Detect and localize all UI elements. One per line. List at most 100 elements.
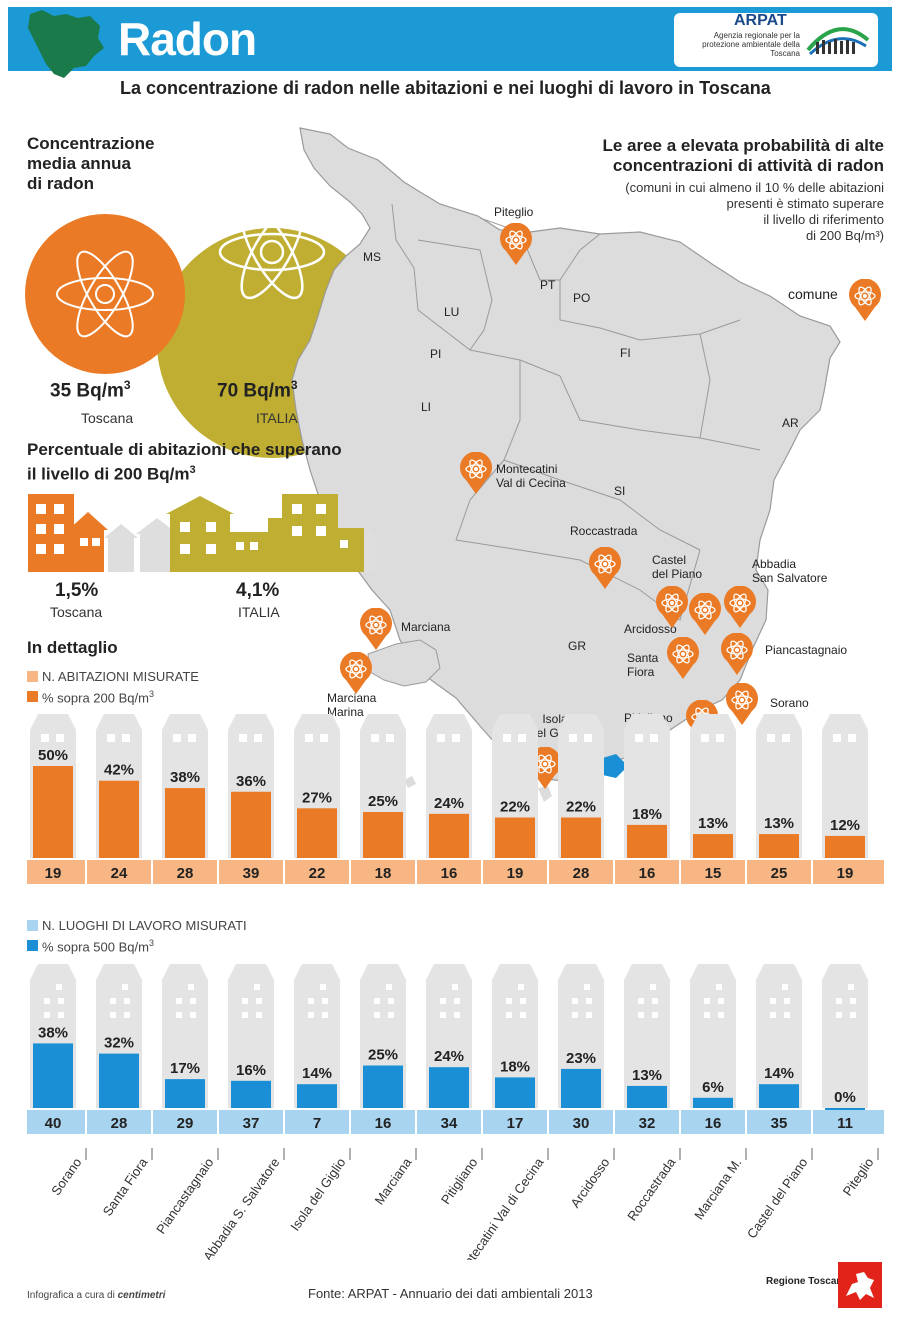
category-label: Roccastrada	[624, 1154, 679, 1223]
work-building	[294, 964, 340, 1108]
home-building	[756, 714, 802, 858]
home-bar	[825, 835, 865, 858]
home-bar	[165, 788, 205, 858]
work-count-label: 30	[573, 1115, 590, 1132]
work-count-label: 17	[507, 1115, 524, 1132]
work-window	[652, 1012, 658, 1018]
legend-homes: N. ABITAZIONI MISURATE	[42, 669, 199, 684]
home-bar	[627, 824, 667, 858]
work-window	[320, 984, 326, 990]
home-building	[690, 714, 736, 858]
home-count-label: 28	[177, 865, 194, 882]
home-count-label: 16	[639, 865, 656, 882]
home-window	[635, 734, 643, 742]
concentration-heading: Concentrazione media annua di radon	[27, 134, 155, 193]
radon-pin-icon	[726, 683, 758, 725]
map-description: (comuni in cui almeno il 10 % delle abit…	[625, 180, 884, 243]
work-window	[454, 998, 460, 1004]
work-window	[716, 984, 722, 990]
home-pct-label: 36%	[236, 773, 266, 790]
work-window	[520, 1012, 526, 1018]
work-count-label: 28	[111, 1115, 128, 1132]
radon-pin-icon	[689, 593, 721, 635]
prov-gr: GR	[568, 639, 586, 653]
home-count-label: 28	[573, 865, 590, 882]
home-count-label: 15	[705, 865, 722, 882]
home-bar	[33, 766, 73, 858]
category-label: Abbadia S. Salvatore	[200, 1155, 282, 1260]
toscana-label: Toscana	[81, 410, 134, 426]
footer-source: Fonte: ARPAT - Annuario dei dati ambient…	[308, 1286, 593, 1301]
home-bar	[363, 812, 403, 858]
category-label: Marciana	[372, 1154, 415, 1207]
work-window	[454, 1012, 460, 1018]
home-pct-label: 13%	[764, 815, 794, 832]
legend-homes-pct-swatch	[27, 691, 38, 702]
prov-lu: LU	[444, 305, 460, 319]
work-pct-label: 14%	[302, 1065, 332, 1082]
work-window	[452, 984, 458, 990]
home-window	[848, 734, 856, 742]
home-count-label: 39	[243, 865, 260, 882]
radon-pin-icon	[500, 223, 532, 265]
work-window	[256, 1012, 262, 1018]
work-window	[254, 984, 260, 990]
radon-pin-icon	[360, 608, 392, 650]
work-count-label: 37	[243, 1115, 260, 1132]
home-count-strip	[27, 860, 884, 884]
home-bar	[297, 808, 337, 858]
work-bar	[825, 1108, 865, 1110]
work-count-label: 34	[441, 1115, 458, 1132]
percent-heading: Percentuale di abitazioni che superano i…	[27, 440, 342, 484]
work-window	[242, 1012, 248, 1018]
work-bar	[363, 1065, 403, 1108]
work-pct-label: 18%	[500, 1058, 530, 1075]
comune-arcidosso: Arcidosso	[624, 622, 677, 636]
work-window	[704, 998, 710, 1004]
work-window	[850, 998, 856, 1004]
work-building	[690, 964, 736, 1108]
radon-pin-icon	[656, 586, 688, 628]
work-count-label: 29	[177, 1115, 194, 1132]
percent-toscana-label: Toscana	[50, 604, 103, 620]
home-bar	[495, 817, 535, 858]
work-window	[58, 998, 64, 1004]
work-window	[110, 998, 116, 1004]
work-window	[322, 998, 328, 1004]
comune-marciana-marina: Marciana Marina	[327, 691, 377, 719]
work-window	[704, 1012, 710, 1018]
work-window	[176, 1012, 182, 1018]
home-pct-label: 38%	[170, 769, 200, 786]
work-window	[388, 998, 394, 1004]
italia-label: ITALIA	[256, 410, 298, 426]
home-window	[833, 734, 841, 742]
elba-island	[367, 639, 441, 687]
category-label: Sorano	[48, 1155, 84, 1198]
category-label: Castel del Piano	[744, 1155, 811, 1241]
work-building	[756, 964, 802, 1108]
work-window	[506, 998, 512, 1004]
work-count-strip	[27, 1110, 884, 1134]
home-pct-label: 18%	[632, 806, 662, 823]
work-pct-label: 0%	[834, 1089, 856, 1106]
detail-heading: In dettaglio	[27, 638, 118, 657]
home-building	[822, 714, 868, 858]
work-window	[586, 998, 592, 1004]
work-bar	[231, 1080, 271, 1108]
home-window	[569, 734, 577, 742]
work-bar	[693, 1097, 733, 1108]
legend-pin-icon	[849, 279, 881, 321]
comune-sorano: Sorano	[770, 696, 809, 710]
home-window	[254, 734, 262, 742]
italia-value: 70 Bq/m3	[217, 378, 298, 402]
work-window	[836, 1012, 842, 1018]
home-pct-label: 25%	[368, 793, 398, 810]
work-window	[718, 1012, 724, 1018]
work-window	[440, 998, 446, 1004]
comune-piteglio: Piteglio	[494, 205, 534, 219]
work-window	[256, 998, 262, 1004]
houses-illustration	[28, 494, 380, 572]
page-title: Radon	[118, 13, 257, 65]
prov-ar: AR	[782, 416, 799, 430]
percent-italia-label: ITALIA	[238, 604, 280, 620]
